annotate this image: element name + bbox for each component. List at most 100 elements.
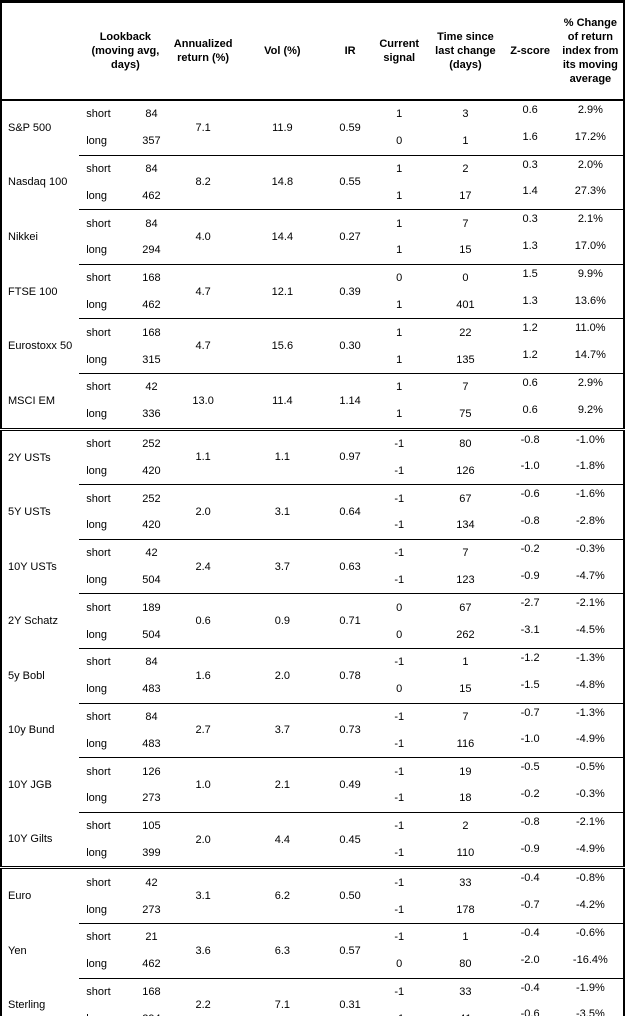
lookback-cell: 462 xyxy=(131,291,172,320)
annualized-return-cell: 2.2 xyxy=(171,978,235,1016)
table-row: long 273 -1 18 -0.2 -0.3% xyxy=(1,784,624,813)
current-signal-cell: 0 xyxy=(396,601,403,614)
pct-change-cell: 27.3% xyxy=(557,182,624,211)
asset-name-cell: 2Y USTs xyxy=(8,451,51,464)
annualized-return-column-header: Annualized return (%) xyxy=(171,1,235,101)
table-row: MSCI EM short 42 13.0 11.4 1.14 1 7 0.6 2.9% xyxy=(1,373,624,431)
time-since-cell: 134 xyxy=(428,511,503,540)
leg-cell: short xyxy=(86,820,111,833)
time-since-cell: 178 xyxy=(428,896,503,924)
table-row: long 462 1 401 1.3 13.6% xyxy=(1,291,624,320)
ir-cell: 0.63 xyxy=(330,539,371,595)
table-row: long 420 -1 134 -0.8 -2.8% xyxy=(1,511,624,540)
current-signal-cell: -1 xyxy=(370,839,429,870)
pct-change-cell: -0.3% xyxy=(575,542,605,555)
current-signal-cell: 1 xyxy=(396,217,403,230)
vol-column-header: Vol (%) xyxy=(234,1,331,101)
time-since-cell: 401 xyxy=(428,291,503,320)
z-score-cell: -2.0 xyxy=(502,950,558,979)
vol-cell: 7.1 xyxy=(234,978,331,1016)
asset-name-cell: MSCI EM xyxy=(1,373,80,431)
z-score-cell: -2.7 xyxy=(520,597,540,610)
current-signal-cell: -1 xyxy=(394,656,405,669)
current-signal-cell: -1 xyxy=(394,820,405,833)
lookback-cell: 483 xyxy=(131,730,172,759)
table-row: 10y Bund short 84 2.7 3.7 0.73 -1 7 -0.7 -1.3% xyxy=(1,703,624,759)
pct-change-cell: -0.5% xyxy=(575,761,605,774)
annualized-return-cell: 7.1 xyxy=(171,100,235,156)
pct-change-cell: -1.3% xyxy=(575,651,605,664)
time-since-cell: 7 xyxy=(462,710,469,723)
z-score-cell: 1.5 xyxy=(522,267,538,280)
lookback-cell: 42 xyxy=(145,876,158,889)
lookback-cell: 504 xyxy=(131,566,172,595)
current-signal-cell: -1 xyxy=(370,896,429,924)
lookback-cell: 483 xyxy=(131,675,172,704)
time-since-cell: 2 xyxy=(462,162,469,175)
vol-cell: 6.3 xyxy=(234,923,331,979)
leg-cell: long xyxy=(79,182,132,211)
table-row: long 462 1 17 1.4 27.3% xyxy=(1,182,624,211)
vol-cell: 6.2 xyxy=(234,867,331,924)
lookback-cell: 399 xyxy=(131,839,172,870)
z-score-cell: -0.9 xyxy=(502,566,558,595)
time-since-cell: 7 xyxy=(462,547,469,560)
time-since-cell: 22 xyxy=(459,326,472,339)
asset-name-cell: 5y Bobl xyxy=(8,669,45,682)
leg-cell: long xyxy=(79,1005,132,1016)
asset-name-cell: Nikkei xyxy=(8,230,38,243)
table-row: long 399 -1 110 -0.9 -4.9% xyxy=(1,839,624,870)
table-row: Euro short 42 3.1 6.2 0.50 -1 33 -0.4 -0.8% xyxy=(1,867,624,924)
ir-cell: 1.14 xyxy=(330,373,371,431)
z-score-cell: 0.6 xyxy=(502,400,558,431)
annualized-return-cell: 4.7 xyxy=(171,318,235,374)
z-score-cell: -0.2 xyxy=(502,784,558,813)
current-signal-cell: -1 xyxy=(370,1005,429,1016)
table-row: 5Y USTs short 252 2.0 3.1 0.64 -1 67 -0.6 -1.6% xyxy=(1,484,624,540)
table-header: Lookback (moving avg, days) Annualized r… xyxy=(1,1,624,101)
annualized-return-cell: 1.1 xyxy=(171,429,235,486)
time-since-cell: 7 xyxy=(462,217,469,230)
time-since-cell: 18 xyxy=(428,784,503,813)
time-since-cell: 19 xyxy=(459,765,472,778)
lookback-cell: 42 xyxy=(145,547,158,560)
z-score-cell: -0.5 xyxy=(520,761,540,774)
table-row: long 420 -1 126 -1.0 -1.8% xyxy=(1,457,624,486)
leg-cell: long xyxy=(79,950,132,979)
z-score-cell: -0.4 xyxy=(520,926,540,939)
asset-name-cell: Nasdaq 100 xyxy=(8,176,68,189)
annualized-return-cell: 13.0 xyxy=(171,373,235,431)
current-signal-cell: 1 xyxy=(396,108,403,121)
annualized-return-cell: 2.4 xyxy=(171,539,235,595)
leg-cell: short xyxy=(86,108,111,121)
leg-cell: long xyxy=(79,566,132,595)
pct-change-cell: -1.3% xyxy=(575,706,605,719)
annualized-return-cell: 0.6 xyxy=(171,593,235,649)
table-body: S&P 500 short 84 7.1 11.9 0.59 1 3 0.6 2.9% long 35… xyxy=(1,100,624,1016)
table-row: 10Y USTs short 42 2.4 3.7 0.63 -1 7 -0.2 -0.3% xyxy=(1,539,624,595)
pct-change-cell: -4.2% xyxy=(557,896,624,924)
vol-cell: 3.1 xyxy=(234,484,331,540)
z-score-cell: -0.7 xyxy=(520,706,540,719)
z-score-cell: 1.2 xyxy=(502,346,558,374)
lookback-cell: 168 xyxy=(142,985,161,998)
current-signal-cell: -1 xyxy=(394,710,405,723)
pct-change-cell: 9.9% xyxy=(577,267,603,280)
current-signal-cell: 1 xyxy=(370,346,429,374)
table-row: long 504 0 262 -3.1 -4.5% xyxy=(1,621,624,649)
current-signal-cell: -1 xyxy=(394,931,405,944)
leg-cell: short xyxy=(86,162,111,175)
asset-name-cell: Eurostoxx 50 xyxy=(8,340,73,353)
z-score-cell: -0.4 xyxy=(520,872,540,885)
time-since-cell: 75 xyxy=(428,400,503,431)
current-signal-cell: -1 xyxy=(370,511,429,540)
lookback-cell: 84 xyxy=(145,162,158,175)
asset-name-cell: 2Y Schatz xyxy=(8,615,58,628)
lookback-cell: 315 xyxy=(131,346,172,374)
current-signal-cell: -1 xyxy=(370,457,429,486)
time-since-cell: 17 xyxy=(428,182,503,211)
leg-cell: long xyxy=(79,839,132,870)
z-score-cell: -0.6 xyxy=(520,488,540,501)
